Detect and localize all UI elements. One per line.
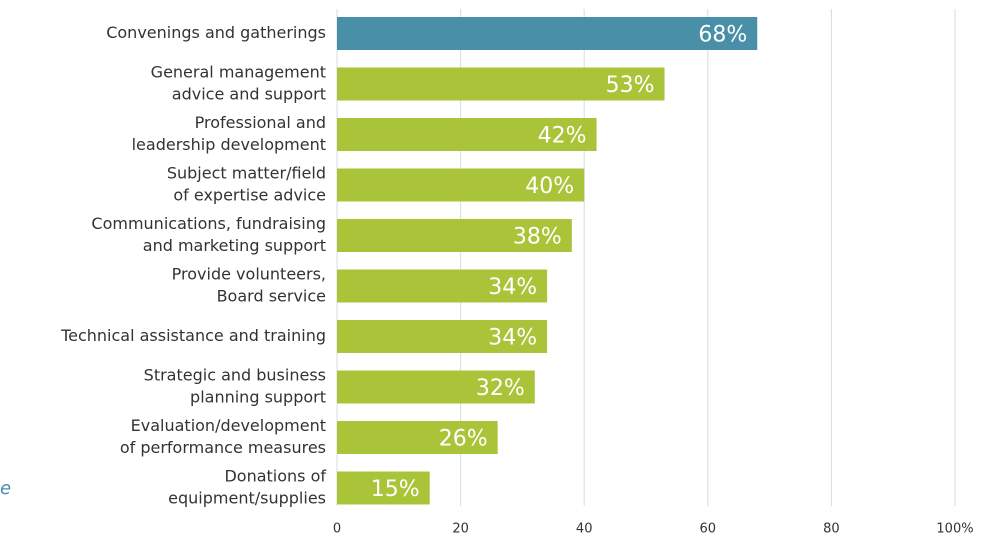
value-label: 40% (525, 174, 574, 199)
y-tick-label: Communications, fundraising (91, 214, 326, 233)
x-tick-label: 100% (936, 522, 973, 537)
bar (337, 421, 498, 454)
value-label: 34% (488, 275, 537, 300)
bar (337, 370, 535, 404)
y-tick-label: planning support (190, 388, 326, 407)
y-tick-label: and marketing support (143, 236, 326, 255)
bar (337, 269, 548, 303)
value-label: 26% (439, 427, 488, 452)
bar (337, 17, 758, 50)
y-tick-label: Evaluation/development (131, 416, 326, 435)
value-label: 34% (488, 326, 537, 351)
value-label: 68% (698, 23, 747, 48)
y-tick-label: of performance measures (120, 438, 326, 457)
x-tick-label: 40 (576, 522, 593, 537)
annotation: e (0, 478, 11, 499)
y-tick-label: General management (151, 63, 326, 82)
x-tick-label: 80 (823, 522, 840, 537)
value-label: 53% (606, 73, 655, 98)
y-tick-label: Provide volunteers, (172, 265, 326, 284)
value-label: 38% (513, 225, 562, 250)
value-label: 15% (371, 477, 420, 502)
y-tick-label: advice and support (172, 85, 326, 104)
y-tick-label: Donations of (224, 467, 326, 486)
y-tick-label: Technical assistance and training (60, 326, 326, 345)
bar (337, 118, 597, 151)
y-tick-label: leadership development (132, 135, 326, 154)
bar (337, 320, 548, 353)
x-tick-label: 20 (452, 522, 469, 537)
bar (337, 471, 430, 505)
value-label: 32% (476, 376, 525, 401)
bar (337, 168, 585, 202)
y-tick-label: equipment/supplies (168, 489, 326, 508)
value-label: 42% (538, 124, 587, 149)
y-tick-label: Professional and (195, 113, 326, 132)
y-tick-label: Convenings and gatherings (106, 23, 326, 42)
y-tick-label: Subject matter/field (167, 164, 326, 183)
y-tick-label: Board service (217, 287, 326, 306)
y-tick-label: Strategic and business (144, 366, 326, 385)
bar (337, 67, 665, 101)
x-tick-label: 0 (333, 522, 341, 537)
y-tick-label: of expertise advice (173, 186, 326, 205)
bar (337, 219, 572, 252)
x-tick-label: 60 (700, 522, 717, 537)
